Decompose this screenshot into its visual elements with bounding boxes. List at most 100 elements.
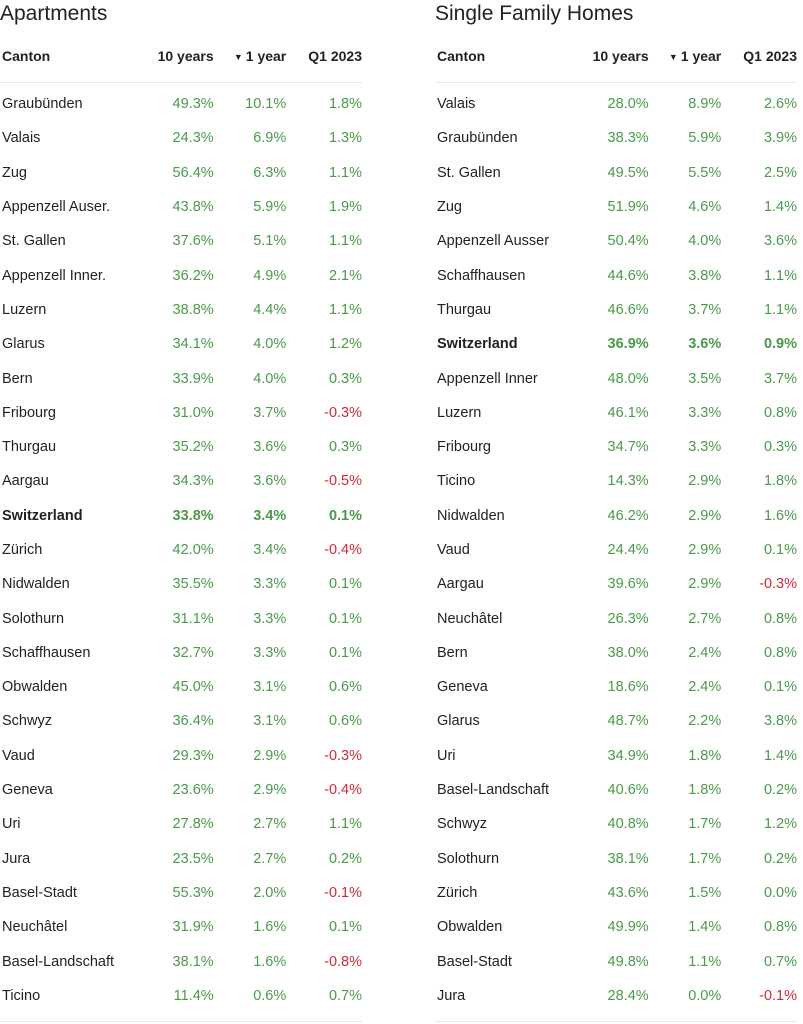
q1-2023-change-cell: 1.1% — [328, 164, 362, 181]
q1-2023-change-cell: 3.6% — [763, 233, 797, 250]
q1-2023-change-cell: 0.6% — [328, 713, 362, 730]
q1-2023-change-cell: 1.9% — [328, 199, 362, 216]
q1-2023-change-cell: -0.1% — [324, 884, 362, 901]
ten-year-change-cell: 11.4% — [173, 987, 214, 1004]
canton-cell: Schaffhausen — [2, 644, 91, 661]
canton-cell: Basel-Stadt — [2, 884, 77, 901]
q1-2023-change-cell: 0.1% — [763, 679, 797, 696]
table-row: Aargau 39.6% 2.9% -0.3% — [435, 567, 797, 601]
one-year-change-cell: 2.9% — [253, 747, 287, 764]
table-row: Thurgau 46.6% 3.7% 1.1% — [435, 293, 797, 327]
table-row: Bern 33.9% 4.0% 0.3% — [0, 361, 362, 395]
column-header-10-years[interactable]: 10 years — [569, 30, 649, 83]
table-row: Zürich 42.0% 3.4% -0.4% — [0, 533, 362, 567]
ten-year-change-cell: 56.4% — [172, 164, 214, 181]
canton-cell: Bern — [2, 370, 33, 387]
table-row: Basel-Stadt 55.3% 2.0% -0.1% — [0, 876, 362, 910]
ten-year-change-cell: 38.8% — [172, 301, 214, 318]
table-row: Uri 27.8% 2.7% 1.1% — [0, 807, 362, 841]
one-year-change-cell: 2.4% — [688, 679, 722, 696]
column-header-canton[interactable]: Canton — [0, 30, 135, 83]
ten-year-change-cell: 23.5% — [172, 850, 214, 867]
column-header-canton[interactable]: Canton — [435, 30, 570, 83]
ten-year-change-cell: 43.8% — [172, 199, 214, 216]
ten-year-change-cell: 40.8% — [607, 816, 649, 833]
canton-cell: Glarus — [2, 336, 45, 353]
one-year-change-cell: 2.0% — [253, 884, 287, 901]
one-year-change-cell: 1.1% — [688, 953, 722, 970]
canton-cell: Neuchâtel — [437, 610, 503, 627]
column-header-1-year[interactable]: ▼ 1 year — [648, 30, 722, 83]
ten-year-change-cell: 38.0% — [607, 644, 649, 661]
ten-year-change-cell: 38.1% — [172, 953, 214, 970]
table-row: Fribourg 34.7% 3.3% 0.3% — [435, 430, 797, 464]
ten-year-change-cell: 24.3% — [172, 130, 214, 147]
q1-2023-change-cell: 0.8% — [763, 404, 797, 421]
table-row: St. Gallen 49.5% 5.5% 2.5% — [435, 156, 797, 190]
q1-2023-change-cell: -0.3% — [759, 576, 797, 593]
table-row: Ticino 11.4% 0.6% 0.7% — [0, 979, 362, 1013]
canton-cell: Appenzell Inner — [437, 370, 538, 387]
canton-cell: Fribourg — [437, 439, 491, 456]
table-row: Graubünden 38.3% 5.9% 3.9% — [435, 121, 797, 155]
column-header-10-years[interactable]: 10 years — [134, 30, 214, 83]
q1-2023-change-cell: 0.1% — [328, 507, 362, 524]
one-year-change-cell: 3.3% — [688, 404, 722, 421]
ten-year-change-cell: 23.6% — [172, 782, 214, 799]
ten-year-change-cell: 31.0% — [172, 404, 214, 421]
one-year-change-cell: 1.6% — [253, 919, 287, 936]
table-row: Aargau 34.3% 3.6% -0.5% — [0, 464, 362, 498]
column-header-label: 1 year — [680, 48, 722, 64]
ten-year-change-cell: 48.7% — [607, 713, 649, 730]
table-row: Zug 51.9% 4.6% 1.4% — [435, 190, 797, 224]
q1-2023-change-cell: 0.8% — [763, 610, 797, 627]
ten-year-change-cell: 34.9% — [607, 747, 649, 764]
q1-2023-change-cell: 0.7% — [763, 953, 797, 970]
one-year-change-cell: 3.8% — [688, 267, 722, 284]
canton-cell: St. Gallen — [2, 233, 66, 250]
canton-cell: Thurgau — [437, 301, 492, 318]
q1-2023-change-cell: 0.1% — [328, 610, 362, 627]
canton-cell: Basel-Stadt — [437, 953, 512, 970]
panel-title: Single Family Homes — [435, 2, 634, 25]
q1-2023-change-cell: 0.1% — [763, 542, 797, 558]
q1-2023-change-cell: 1.2% — [763, 816, 797, 833]
table-row: Vaud 24.4% 2.9% 0.1% — [435, 533, 797, 567]
one-year-change-cell: 8.9% — [688, 96, 722, 113]
one-year-change-cell: 1.5% — [688, 884, 722, 901]
q1-2023-change-cell: 1.1% — [763, 267, 797, 284]
one-year-change-cell: 4.9% — [253, 267, 287, 284]
table-row: Nidwalden 35.5% 3.3% 0.1% — [0, 567, 362, 601]
canton-cell: Graubünden — [437, 130, 518, 147]
canton-cell: St. Gallen — [437, 164, 501, 181]
column-header-1-year[interactable]: ▼ 1 year — [213, 30, 287, 83]
table-row: Glarus 34.1% 4.0% 1.2% — [0, 327, 362, 361]
column-header-q1-2023[interactable]: Q1 2023 — [286, 30, 362, 83]
one-year-change-cell: 2.7% — [253, 816, 287, 833]
canton-cell: Switzerland — [2, 507, 83, 524]
ten-year-change-cell: 31.1% — [172, 610, 214, 627]
ten-year-change-cell: 26.3% — [607, 610, 649, 627]
ten-year-change-cell: 33.9% — [172, 370, 214, 387]
column-header-q1-2023[interactable]: Q1 2023 — [721, 30, 797, 83]
one-year-change-cell: 3.3% — [688, 439, 722, 456]
ten-year-change-cell: 38.3% — [607, 130, 649, 147]
canton-cell: Luzern — [2, 301, 47, 318]
table-row: Schwyz 36.4% 3.1% 0.6% — [0, 704, 362, 738]
one-year-change-cell: 4.6% — [688, 199, 722, 216]
q1-2023-change-cell: -0.3% — [324, 404, 362, 421]
table-row: Neuchâtel 31.9% 1.6% 0.1% — [0, 910, 362, 944]
q1-2023-change-cell: 0.1% — [328, 576, 362, 593]
canton-cell: Jura — [2, 850, 31, 867]
q1-2023-change-cell: 1.3% — [328, 130, 362, 147]
q1-2023-change-cell: -0.5% — [324, 473, 362, 490]
table-row: Switzerland 36.9% 3.6% 0.9% — [435, 327, 797, 361]
ten-year-change-cell: 18.6% — [607, 679, 649, 696]
ten-year-change-cell: 50.4% — [607, 233, 649, 250]
one-year-change-cell: 5.1% — [253, 233, 287, 250]
q1-2023-change-cell: 2.1% — [328, 267, 362, 284]
ten-year-change-cell: 34.7% — [607, 439, 649, 456]
ten-year-change-cell: 24.4% — [607, 542, 649, 558]
q1-2023-change-cell: 3.7% — [763, 370, 797, 387]
one-year-change-cell: 1.7% — [688, 816, 722, 833]
